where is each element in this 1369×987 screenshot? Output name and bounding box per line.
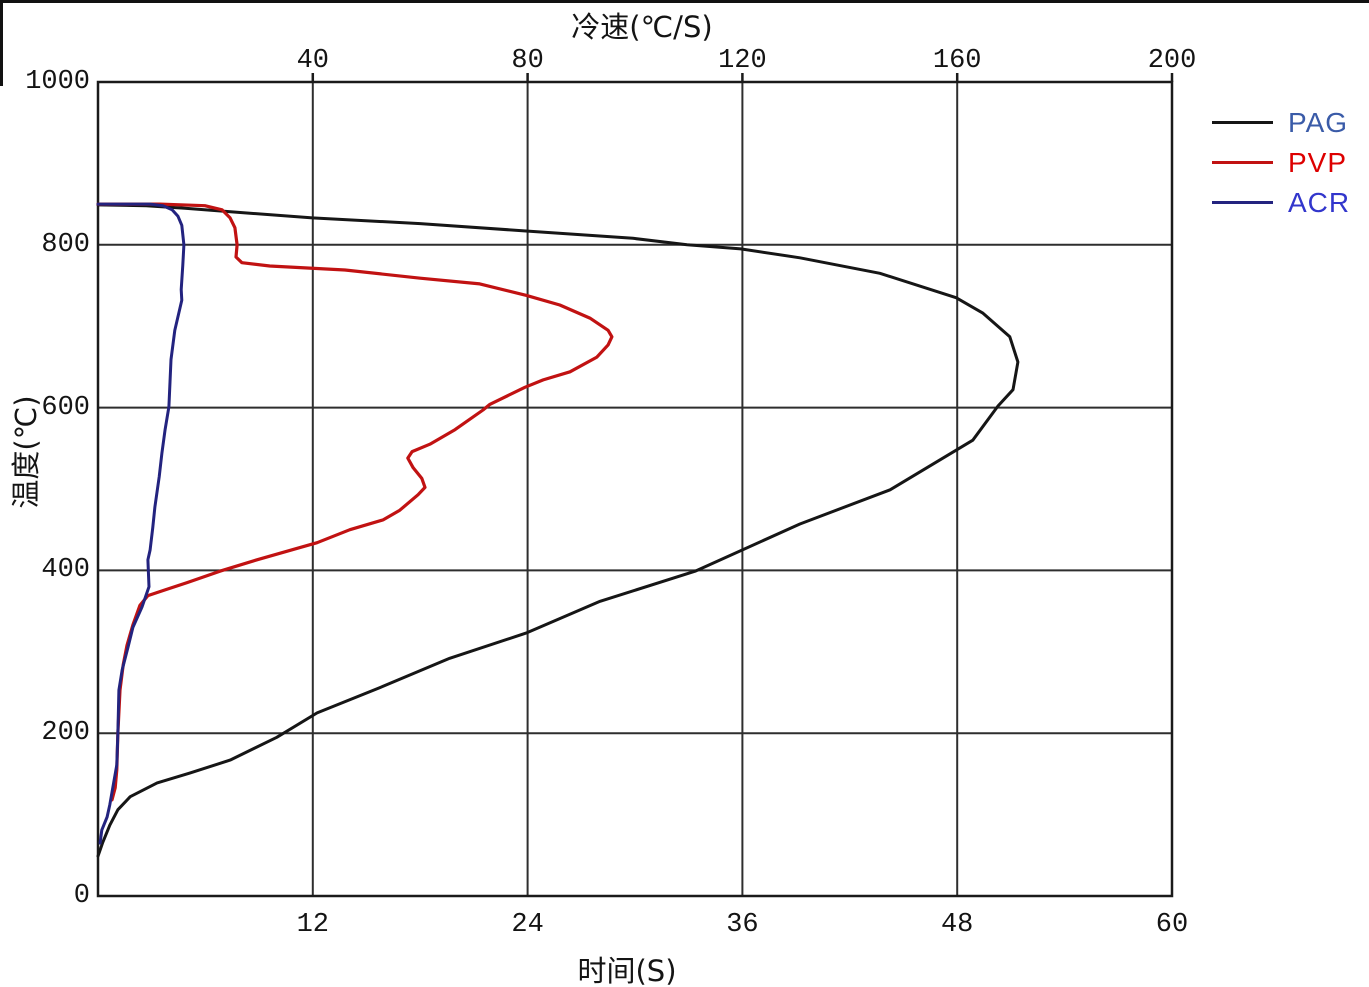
pvp-legend-line: [1212, 161, 1273, 164]
left-axis-tick-label: 0: [73, 881, 90, 911]
frame-left-line: [0, 0, 3, 86]
top-axis-tick-label: 40: [296, 46, 329, 76]
pag-legend-line: [1212, 121, 1273, 124]
left-axis-tick-label: 1000: [25, 67, 90, 97]
pvp-curve: [96, 202, 614, 802]
bottom-axis-tick-label: 48: [940, 910, 974, 940]
frame-top-line: [0, 0, 1369, 3]
legend-item-pag: PAG: [1212, 106, 1350, 138]
pvp-legend-label: PVP: [1288, 146, 1348, 178]
bottom-axis-tick-label: 60: [1155, 910, 1189, 940]
acr-legend-label: ACR: [1288, 186, 1351, 218]
bottom-axis-title: 时间(S): [577, 954, 677, 987]
pag-legend-label: PAG: [1288, 106, 1349, 138]
top-axis-tick-label: 120: [718, 46, 767, 76]
left-axis-tick-label: 200: [41, 718, 90, 749]
top-axis-tick-label: 80: [511, 46, 544, 76]
left-axis-tick-label: 600: [41, 392, 90, 423]
acr-curve: [96, 202, 186, 845]
bottom-axis-tick-label: 12: [296, 910, 329, 940]
acr-legend-line: [1212, 201, 1273, 204]
left-axis-tick-label: 400: [41, 555, 90, 586]
bottom-axis-tick-label: 24: [511, 910, 544, 940]
bottom-axis-tick-label: 36: [726, 910, 759, 940]
top-axis-tick-label: 200: [1147, 46, 1197, 76]
pag-curve: [96, 203, 1020, 858]
legend-item-acr: ACR: [1212, 186, 1351, 218]
plot-border: [96, 80, 1174, 898]
top-axis-title: 冷速(℃/S): [571, 10, 713, 44]
legend: PAG PVP ACR: [1212, 106, 1351, 218]
left-axis-tick-label: 800: [41, 229, 90, 260]
legend-item-pvp: PVP: [1212, 146, 1350, 178]
top-axis-tick-label: 160: [932, 46, 982, 76]
